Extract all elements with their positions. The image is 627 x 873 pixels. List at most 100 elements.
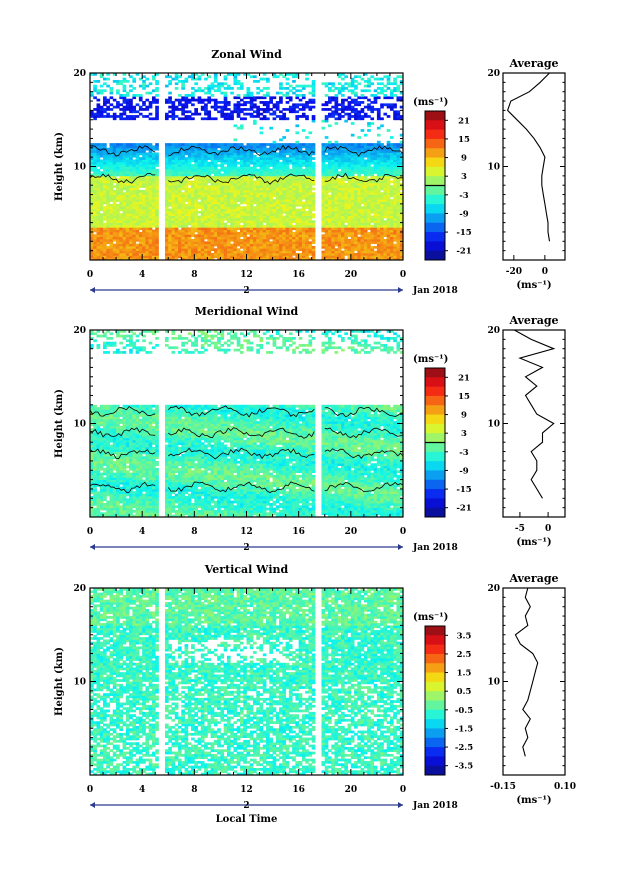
heatmap-cell — [129, 213, 133, 216]
heatmap-cell — [148, 206, 153, 209]
heatmap-cell — [220, 115, 225, 118]
heatmap-cell — [103, 164, 107, 167]
heatmap-cell — [259, 208, 264, 212]
heatmap-cell — [331, 105, 335, 109]
heatmap-cell — [236, 189, 241, 193]
heatmap-cell — [184, 164, 189, 167]
heatmap-cell — [292, 245, 296, 249]
heatmap-cell — [230, 154, 234, 158]
heatmap-cell — [367, 213, 371, 216]
heatmap-cell — [181, 245, 185, 249]
heatmap-cell — [174, 252, 179, 256]
heatmap-cell — [354, 192, 358, 195]
heatmap-cell — [360, 152, 365, 156]
heatmap-cell — [249, 103, 254, 107]
heatmap-cell — [246, 112, 251, 116]
heatmap-cell — [239, 150, 244, 153]
heatmap-cell — [370, 189, 375, 193]
heatmap-cell — [363, 194, 368, 198]
heatmap-cell — [187, 229, 192, 233]
heatmap-cell — [354, 224, 358, 228]
heatmap-cell — [194, 110, 198, 114]
heatmap-cell — [376, 147, 381, 151]
heatmap-cell — [145, 98, 150, 102]
heatmap-cell — [233, 217, 238, 221]
heatmap-cell — [90, 159, 94, 163]
heatmap-cell — [334, 122, 339, 125]
heatmap-cell — [106, 224, 110, 228]
heatmap-cell — [341, 105, 345, 109]
heatmap-cell — [239, 234, 244, 238]
heatmap-cell — [295, 175, 300, 179]
heatmap-cell — [282, 222, 287, 226]
heatmap-cell — [99, 89, 104, 93]
heatmap-cell — [178, 243, 182, 247]
heatmap-cell — [367, 161, 371, 165]
heatmap-cell — [243, 112, 247, 116]
heatmap-cell — [187, 215, 192, 219]
heatmap-cell — [269, 203, 273, 207]
heatmap-cell — [328, 143, 332, 146]
heatmap-cell — [122, 112, 127, 116]
heatmap-cell — [347, 82, 352, 86]
heatmap-cell — [96, 180, 101, 184]
heatmap-cell — [168, 168, 172, 172]
heatmap-cell — [135, 199, 140, 202]
heatmap-cell — [288, 227, 293, 231]
heatmap-cell — [191, 217, 195, 221]
heatmap-cell — [174, 185, 179, 188]
heatmap-cell — [376, 210, 381, 214]
heatmap-cell — [90, 227, 94, 231]
heatmap-cell — [191, 241, 195, 245]
heatmap-cell — [132, 201, 137, 205]
heatmap-cell — [256, 108, 260, 111]
heatmap-cell — [145, 168, 150, 172]
heatmap-cell — [370, 182, 375, 186]
heatmap-cell — [119, 245, 123, 249]
heatmap-cell — [344, 245, 348, 249]
heatmap-cell — [354, 171, 358, 174]
heatmap-cell — [93, 201, 97, 205]
heatmap-cell — [142, 217, 146, 221]
heatmap-cell — [360, 196, 365, 200]
heatmap-cell — [295, 145, 300, 149]
heatmap-cell — [344, 189, 348, 193]
heatmap-cell — [295, 243, 300, 247]
heatmap-cell — [233, 96, 238, 100]
heatmap-cell — [125, 80, 130, 83]
heatmap-cell — [200, 159, 205, 163]
heatmap-cell — [380, 185, 384, 188]
heatmap-cell — [145, 152, 150, 156]
heatmap-cell — [256, 180, 260, 184]
heatmap-cell — [164, 75, 169, 79]
heatmap-cell — [360, 250, 365, 254]
heatmap-cell — [217, 227, 221, 231]
heatmap-cell — [194, 252, 198, 256]
heatmap-cell — [341, 185, 345, 188]
heatmap-cell — [262, 255, 267, 259]
heatmap-cell — [321, 143, 326, 146]
heatmap-cell — [328, 159, 332, 163]
heatmap-cell — [288, 231, 293, 235]
heatmap-cell — [380, 89, 384, 93]
heatmap-cell — [292, 173, 296, 177]
heatmap-cell — [360, 108, 365, 111]
heatmap-cell — [223, 147, 228, 151]
heatmap-cell — [207, 91, 212, 95]
heatmap-cell — [243, 222, 247, 226]
heatmap-cell — [337, 199, 342, 202]
heatmap-cell — [337, 248, 342, 252]
heatmap-cell — [331, 201, 335, 205]
heatmap-cell — [174, 222, 179, 226]
heatmap-cell — [135, 201, 140, 205]
heatmap-cell — [168, 252, 172, 256]
heatmap-cell — [164, 115, 169, 118]
heatmap-cell — [354, 117, 358, 121]
heatmap-cell — [93, 220, 97, 223]
heatmap-cell — [174, 145, 179, 149]
heatmap-cell — [328, 199, 332, 202]
heatmap-cell — [308, 108, 313, 111]
heatmap-cell — [347, 168, 352, 172]
heatmap-cell — [125, 238, 130, 242]
heatmap-cell — [350, 241, 355, 245]
